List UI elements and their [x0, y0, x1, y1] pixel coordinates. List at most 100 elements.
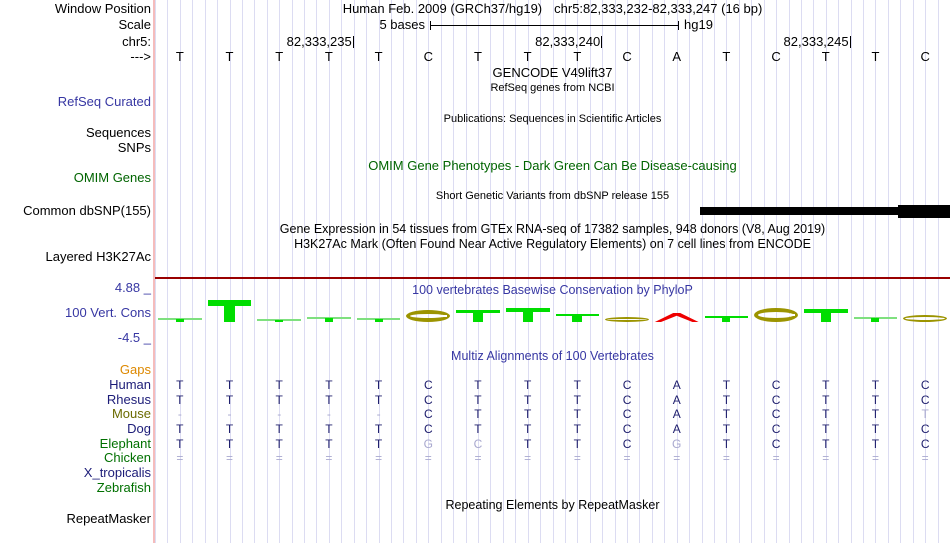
track-left-label[interactable]: Common dbSNP(155)	[23, 203, 151, 218]
gridline	[863, 0, 865, 543]
multiz-species-label[interactable]: Mouse	[111, 406, 151, 421]
alignment-base: T	[325, 421, 333, 436]
alignment-base: C	[622, 436, 632, 451]
gridline	[813, 0, 815, 543]
track-left-label[interactable]: SNPs	[117, 140, 151, 155]
phylop-letter-t	[257, 319, 302, 322]
multiz-species-label[interactable]: Elephant	[99, 435, 151, 451]
track-left-label[interactable]: --->	[130, 49, 151, 64]
gridline	[925, 0, 927, 543]
alignment-base: C	[920, 436, 930, 451]
phylop-t-stem	[722, 316, 731, 322]
alignment-base: C	[771, 392, 781, 407]
dbsnp-variant-bar[interactable]	[898, 205, 950, 218]
track-title[interactable]: Short Genetic Variants from dbSNP releas…	[435, 190, 670, 202]
multiz-species-label[interactable]: Zebrafish	[96, 480, 151, 495]
track-title[interactable]: OMIM Gene Phenotypes - Dark Green Can Be…	[368, 158, 737, 173]
gridline	[564, 0, 566, 543]
track-title[interactable]: RefSeq genes from NCBI	[490, 82, 615, 94]
gridline	[838, 0, 840, 543]
track-title[interactable]: H3K27Ac Mark (Often Found Near Active Re…	[294, 237, 811, 251]
track-left-label[interactable]: RefSeq Curated	[57, 94, 151, 109]
gridline	[304, 0, 306, 543]
coordinate-tick	[601, 36, 603, 48]
gridline	[726, 0, 728, 543]
window-position-row: Human Feb. 2009 (GRCh37/hg19) chr5:82,33…	[155, 1, 950, 16]
alignment-base: =	[871, 451, 879, 465]
alignment-base: C	[771, 436, 781, 451]
scale-bar-line	[431, 25, 678, 26]
alignment-base: =	[325, 451, 333, 465]
track-left-label[interactable]: Layered H3K27Ac	[45, 249, 151, 264]
phylop-t-crossbar	[555, 314, 600, 317]
phylop-letter-t	[207, 300, 252, 322]
multiz-species-label[interactable]: Gaps	[119, 362, 151, 377]
track-title[interactable]: GENCODE V49lift37	[492, 65, 613, 80]
sequence-base: T	[871, 49, 880, 64]
alignment-base: =	[921, 451, 929, 465]
alignment-base: G	[423, 436, 433, 451]
alignment-base: =	[772, 451, 780, 465]
phylop-c-glyph	[754, 308, 798, 322]
phylop-t-stem	[324, 318, 333, 322]
gridline	[254, 0, 256, 543]
multiz-species-label[interactable]: Rhesus	[106, 391, 151, 407]
track-left-label[interactable]: Sequences	[85, 125, 151, 140]
alignment-base: T	[275, 436, 283, 451]
alignment-base: =	[226, 451, 234, 465]
track-left-label[interactable]: 4.88 _	[114, 280, 151, 295]
track-title[interactable]: Publications: Sequences in Scientific Ar…	[443, 113, 662, 125]
dbsnp-variant-bar[interactable]	[700, 207, 898, 215]
h3k27ac-baseline	[155, 277, 950, 279]
multiz-species-label[interactable]: X_tropicalis	[83, 465, 151, 480]
track-left-label[interactable]: 100 Vert. Cons	[65, 305, 151, 320]
sequence-base: T	[722, 49, 731, 64]
phylop-t-crossbar	[257, 319, 302, 321]
track-title[interactable]: 100 vertebrates Basewise Conservation by…	[412, 283, 693, 297]
alignment-base: T	[325, 392, 333, 407]
multiz-species-label[interactable]: Dog	[127, 420, 151, 436]
phylop-letter-t	[456, 310, 500, 322]
track-title[interactable]: Gene Expression in 54 tissues from GTEx …	[279, 222, 826, 236]
alignment-base: C	[423, 407, 433, 421]
coordinate-label: 82,333,235	[286, 34, 352, 49]
alignment-base: T	[474, 421, 482, 436]
alignment-base: T	[573, 407, 582, 421]
alignment-base: T	[474, 392, 482, 407]
coordinate-tick	[352, 36, 354, 48]
gridline	[676, 0, 678, 543]
multiz-species-label[interactable]: Human	[109, 376, 151, 392]
alignment-base: T	[722, 407, 731, 421]
gridline	[887, 0, 889, 543]
gridline	[738, 0, 740, 543]
phylop-t-stem	[175, 319, 184, 322]
track-left-label[interactable]: -4.5 _	[117, 330, 151, 345]
multiz-species-label[interactable]: Chicken	[104, 450, 151, 465]
track-left-label[interactable]: Scale	[118, 17, 151, 32]
gridline	[589, 0, 591, 543]
scale-bar	[430, 21, 679, 30]
track-left-label[interactable]: RepeatMasker	[66, 511, 151, 526]
track-left-label[interactable]: OMIM Genes	[73, 170, 151, 185]
phylop-t-crossbar	[456, 310, 500, 314]
gridline	[850, 0, 852, 543]
alignment-base: C	[771, 407, 781, 421]
alignment-base: T	[325, 436, 333, 451]
track-left-label[interactable]: chr5:	[122, 34, 151, 49]
gridline	[391, 0, 393, 543]
phylop-t-crossbar	[307, 317, 351, 319]
alignment-base: T	[871, 407, 880, 421]
phylop-c-glyph	[903, 315, 947, 322]
phylop-letter-t	[356, 318, 401, 322]
phylop-c-glyph	[605, 317, 649, 322]
phylop-letter-t	[853, 317, 898, 322]
phylop-a-glyph	[654, 313, 699, 322]
alignment-base: T	[523, 407, 532, 421]
track-image[interactable]: Human Feb. 2009 (GRCh37/hg19) chr5:82,33…	[155, 0, 950, 543]
track-title[interactable]: Multiz Alignments of 100 Vertebrates	[451, 349, 654, 363]
alignment-base: T	[325, 377, 333, 392]
gridline	[900, 0, 902, 543]
alignment-base: -	[376, 407, 381, 421]
track-title[interactable]: Repeating Elements by RepeatMasker	[445, 498, 660, 512]
track-left-label[interactable]: Window Position	[54, 0, 151, 16]
